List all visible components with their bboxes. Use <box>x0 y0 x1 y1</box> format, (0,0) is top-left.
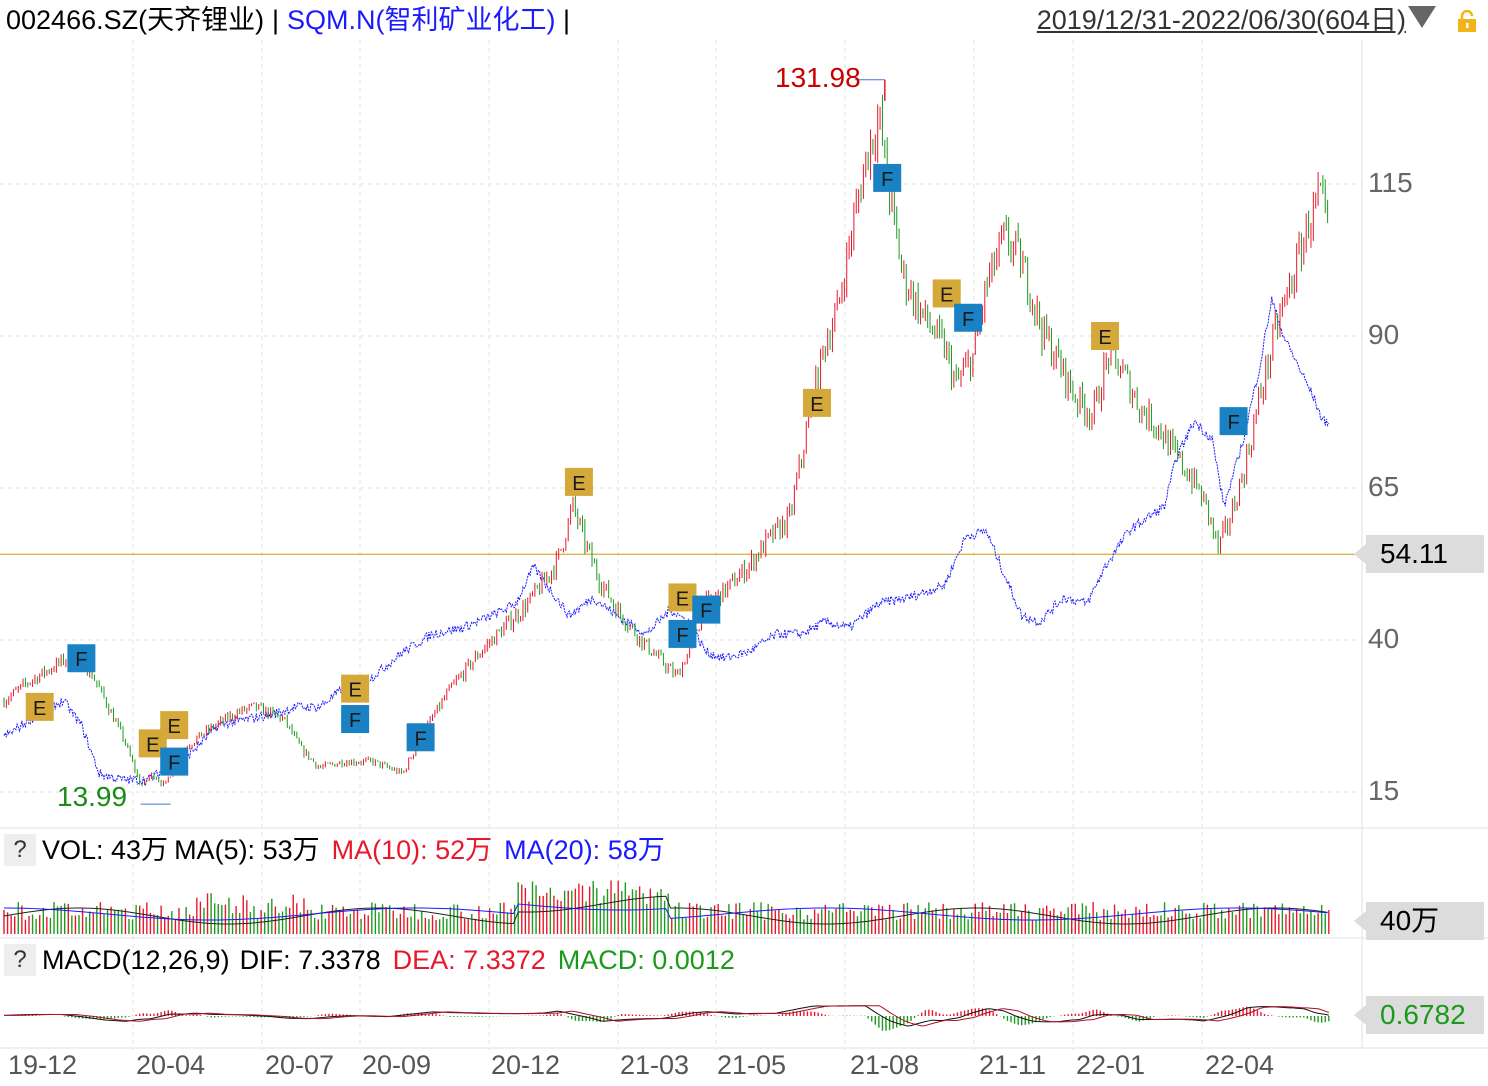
marker-letter: F <box>168 753 180 775</box>
earnings-marker[interactable]: E <box>341 674 370 703</box>
dea-value: DEA: 7.3372 <box>392 945 546 975</box>
marker-letter: E <box>33 698 46 720</box>
financial-marker[interactable]: F <box>67 644 96 673</box>
marker-box[interactable] <box>954 303 983 332</box>
macd-help-button[interactable]: ? <box>4 944 36 976</box>
marker-letter: F <box>1227 412 1239 434</box>
marker-box[interactable] <box>692 595 721 624</box>
earnings-marker[interactable]: E <box>564 467 593 496</box>
grid <box>0 40 1488 1050</box>
marker-letter: E <box>146 734 159 756</box>
dif-line <box>3 1005 1329 1027</box>
ma10-value: MA(10): 52万 <box>331 835 493 865</box>
marker-box[interactable] <box>67 644 96 673</box>
marker-box[interactable] <box>668 583 697 612</box>
chart-header: 002466.SZ(天齐锂业) | SQM.N(智利矿业化工) | 2019/1… <box>0 0 1488 40</box>
lock-icon[interactable] <box>1456 10 1478 32</box>
volume-help-button[interactable]: ? <box>4 834 36 866</box>
financial-marker[interactable]: F <box>160 747 189 776</box>
marker-box[interactable] <box>564 467 593 496</box>
marker-letter: E <box>1098 327 1111 349</box>
marker-box[interactable] <box>932 279 961 308</box>
marker-letter: E <box>810 394 823 416</box>
marker-letter: E <box>348 680 361 702</box>
ma5-value: MA(5): 53万 <box>174 835 320 865</box>
marker-box[interactable] <box>160 747 189 776</box>
marker-letter: F <box>75 649 87 671</box>
price-candles <box>3 79 1329 805</box>
marker-letter: E <box>572 473 585 495</box>
marker-letter: F <box>881 169 893 191</box>
marker-box[interactable] <box>160 711 189 740</box>
dif-value: DIF: 7.3378 <box>239 945 381 975</box>
compare-line <box>3 296 1330 787</box>
macd-histogram <box>3 1005 1330 1031</box>
marker-letter: E <box>168 716 181 738</box>
marker-box[interactable] <box>873 163 902 192</box>
ma20-value: MA(20): 58万 <box>504 835 665 865</box>
compare-stock-title[interactable]: SQM.N(智利矿业化工) <box>287 5 556 35</box>
earnings-marker[interactable]: E <box>932 279 961 308</box>
stock-title[interactable]: 002466.SZ(天齐锂业) <box>6 5 265 35</box>
marker-box[interactable] <box>802 388 831 417</box>
financial-marker[interactable]: F <box>341 705 370 734</box>
financial-marker[interactable]: F <box>692 595 721 624</box>
financial-marker[interactable]: F <box>668 619 697 648</box>
earnings-marker[interactable]: E <box>25 692 54 721</box>
financial-marker[interactable]: F <box>873 163 902 192</box>
dea-line <box>4 1005 1329 1027</box>
marker-letter: F <box>676 625 688 647</box>
volume-bars <box>3 880 1330 934</box>
marker-letter: E <box>676 588 689 610</box>
marker-box[interactable] <box>341 705 370 734</box>
marker-box[interactable] <box>668 619 697 648</box>
marker-box[interactable] <box>406 723 435 752</box>
volume-ma-line <box>3 895 1328 925</box>
financial-marker[interactable]: F <box>1219 407 1248 436</box>
marker-letter: F <box>414 728 426 750</box>
marker-letter: F <box>700 601 712 623</box>
marker-letter: F <box>349 710 361 732</box>
marker-letter: E <box>940 284 953 306</box>
chevron-down-icon[interactable] <box>1408 6 1436 28</box>
earnings-marker[interactable]: E <box>802 388 831 417</box>
title-separator: | <box>272 5 280 35</box>
financial-marker[interactable]: F <box>954 303 983 332</box>
volume-ma-line <box>3 903 1328 921</box>
financial-marker[interactable]: F <box>406 723 435 752</box>
marker-box[interactable] <box>1219 407 1248 436</box>
marker-letter: F <box>962 309 974 331</box>
earnings-marker[interactable]: E <box>1091 322 1120 350</box>
date-range-selector[interactable]: 2019/12/31-2022/06/30(604日) <box>1036 5 1406 35</box>
macd-value: MACD: 0.0012 <box>557 945 735 975</box>
vol-value: VOL: 43万 <box>42 835 169 865</box>
marker-box[interactable] <box>1091 322 1120 350</box>
marker-box[interactable] <box>25 692 54 721</box>
title-separator-2: | <box>563 5 571 35</box>
compare-series <box>3 296 1330 787</box>
macd-panel-header: ? MACD(12,26,9) DIF: 7.3378 DEA: 7.3372 MACD… <box>0 941 1360 979</box>
earnings-marker[interactable]: E <box>160 711 189 740</box>
macd-name: MACD(12,26,9) <box>42 945 230 975</box>
volume-panel-header: ? VOL: 43万 MA(5): 53万 MA(10): 52万 MA(20): 58… <box>0 831 1360 869</box>
marker-box[interactable] <box>341 674 370 703</box>
earnings-marker[interactable]: E <box>668 583 697 612</box>
